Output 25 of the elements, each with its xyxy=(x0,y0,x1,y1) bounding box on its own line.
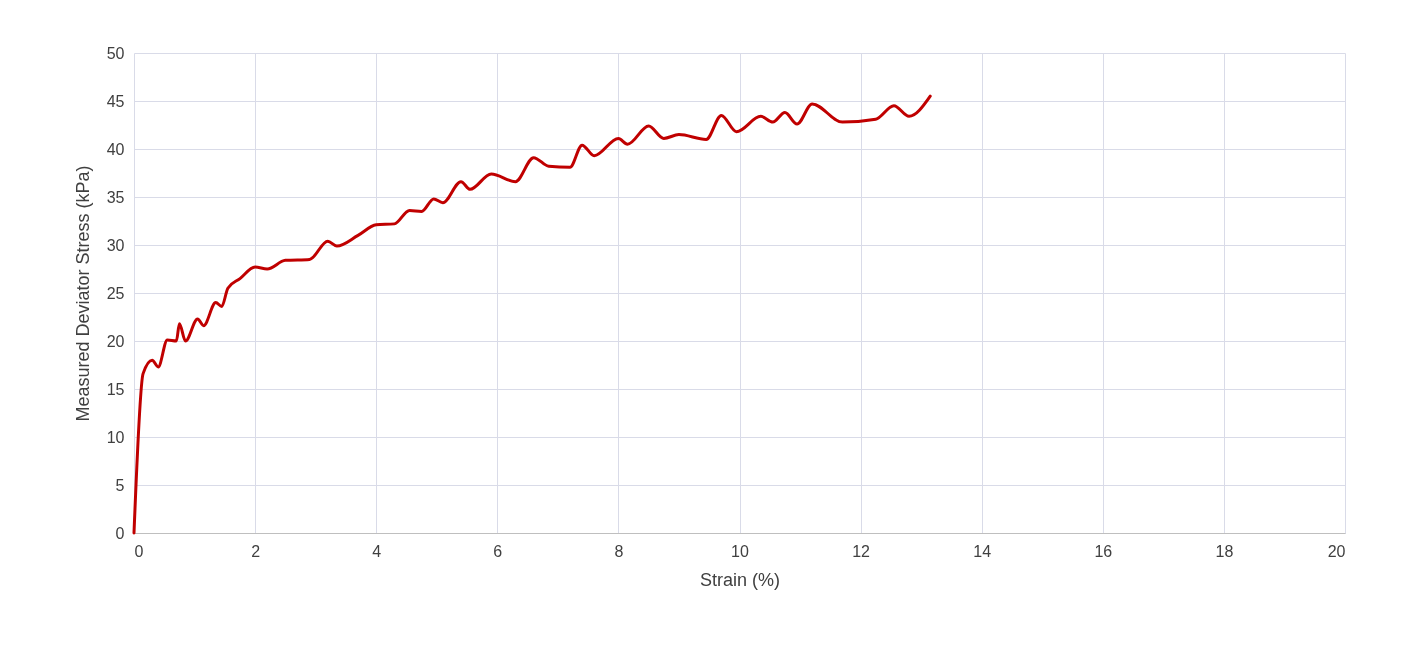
x-axis-title: Strain (%) xyxy=(699,569,781,590)
x-tick-label: 18 xyxy=(1215,542,1234,560)
x-tick-label: 0 xyxy=(134,542,144,560)
y-tick-label: 50 xyxy=(106,44,125,62)
y-tick-label: 15 xyxy=(106,380,125,398)
y-tick-label: 20 xyxy=(106,332,125,350)
y-tick-label: 5 xyxy=(115,476,125,494)
x-tick-label: 12 xyxy=(852,542,871,560)
line-series xyxy=(132,94,932,535)
x-tick-label: 14 xyxy=(973,542,992,560)
x-tick-label: 10 xyxy=(731,542,749,560)
x-tick-label: 6 xyxy=(493,542,503,560)
y-tick-label: 40 xyxy=(106,140,125,158)
y-tick-label: 10 xyxy=(106,428,125,446)
x-tick-label: 8 xyxy=(614,542,624,560)
x-tick-label: 4 xyxy=(372,542,382,560)
y-tick-label: 45 xyxy=(106,92,125,110)
y-tick-label: 0 xyxy=(115,524,125,542)
y-axis-title: Measured Deviator Stress (kPa) xyxy=(72,165,93,422)
y-tick-label: 35 xyxy=(106,188,125,206)
y-tick-label: 25 xyxy=(106,284,125,302)
x-tick-label: 2 xyxy=(251,542,261,560)
y-tick-label: 30 xyxy=(106,236,125,254)
x-tick-label: 16 xyxy=(1094,542,1113,560)
x-tick-label: 20 xyxy=(1327,542,1346,560)
